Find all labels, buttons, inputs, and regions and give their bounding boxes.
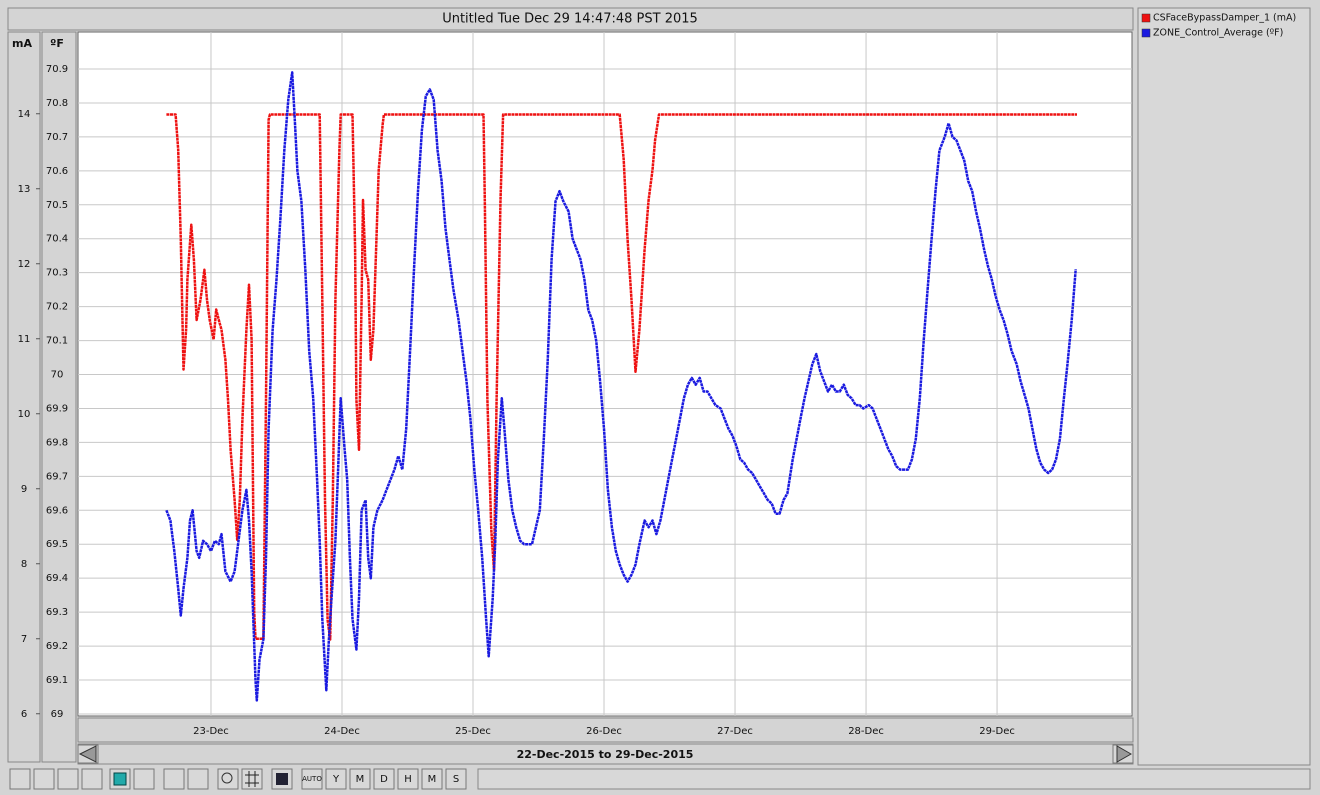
3d-icon xyxy=(113,772,127,786)
data-line xyxy=(166,113,1077,641)
y2-tick-label: 70.6 xyxy=(46,166,68,177)
range-button-label: S xyxy=(453,774,459,785)
y-tick-label: 10 xyxy=(18,409,31,420)
left-arrow-icon xyxy=(78,745,97,763)
range-button[interactable] xyxy=(349,768,371,790)
x-tick-label: 23-Dec xyxy=(193,726,229,737)
y-tick-label: 12 xyxy=(18,259,31,270)
range-button[interactable] xyxy=(397,768,419,790)
plot-area xyxy=(77,31,1133,717)
x-tick-label: 25-Dec xyxy=(455,726,491,737)
range-button[interactable] xyxy=(421,768,443,790)
chart-line-button[interactable] xyxy=(9,768,31,790)
y-tick-label: 9 xyxy=(21,484,27,495)
y-tick-label: 14 xyxy=(18,109,31,120)
y-tick-label: 8 xyxy=(21,559,27,570)
range-label: 22-Dec-2015 to 29-Dec-2015 xyxy=(517,748,694,761)
legend-panel xyxy=(1137,7,1311,766)
save-icon xyxy=(276,773,288,785)
y2-tick-label: 70.2 xyxy=(46,302,68,313)
legend-swatch xyxy=(1141,28,1151,38)
y2-tick-label: 69.5 xyxy=(46,539,68,550)
y2-axis-label: ºF xyxy=(50,37,64,50)
legend-label: ZONE_Control_Average (ºF) xyxy=(1153,28,1283,39)
chart-stack-button[interactable] xyxy=(81,768,103,790)
grid-icon xyxy=(245,771,259,787)
y-axis-label: mA xyxy=(12,37,32,50)
y2-tick-label: 69.3 xyxy=(46,607,68,618)
y2-tick-label: 69 xyxy=(51,709,64,720)
title-bar xyxy=(7,7,1134,31)
range-button[interactable] xyxy=(325,768,347,790)
style-button[interactable] xyxy=(133,768,155,790)
x-axis-panel xyxy=(77,717,1134,743)
range-button-label: M xyxy=(356,774,365,785)
y2-tick-label: 70.5 xyxy=(46,200,68,211)
paste-button[interactable] xyxy=(187,768,209,790)
y2-tick-label: 69.7 xyxy=(46,471,68,482)
range-button-label: M xyxy=(428,774,437,785)
range-button-label: H xyxy=(404,774,412,785)
right-arrow-icon xyxy=(1116,745,1133,763)
y-tick-label: 13 xyxy=(18,184,31,195)
range-button-label: D xyxy=(380,774,388,785)
zoom-button[interactable] xyxy=(217,768,239,790)
range-button[interactable] xyxy=(301,768,323,790)
y2-tick-label: 69.9 xyxy=(46,403,68,414)
y2-tick-label: 70 xyxy=(51,370,64,381)
y2-tick-label: 69.1 xyxy=(46,675,68,686)
y2-tick-label: 70.1 xyxy=(46,336,68,347)
x-tick-label: 28-Dec xyxy=(848,726,884,737)
toolbar xyxy=(0,766,1320,795)
copy-button[interactable] xyxy=(163,768,185,790)
data-line xyxy=(165,71,1077,702)
y2-tick-label: 70.4 xyxy=(46,234,68,245)
x-tick-label: 27-Dec xyxy=(717,726,753,737)
x-tick-label: 24-Dec xyxy=(324,726,360,737)
y2-tick-label: 70.7 xyxy=(46,132,68,143)
y-tick-label: 6 xyxy=(21,709,27,720)
y-tick-label: 7 xyxy=(21,634,27,645)
legend-swatch xyxy=(1141,13,1151,23)
chart-title: Untitled Tue Dec 29 14:47:48 PST 2015 xyxy=(442,12,698,27)
grid-button[interactable] xyxy=(241,768,263,790)
range-button[interactable] xyxy=(445,768,467,790)
y2-axis-panel xyxy=(41,31,77,763)
y2-tick-label: 69.4 xyxy=(46,573,68,584)
y2-tick-label: 69.6 xyxy=(46,505,68,516)
chart-area-button[interactable] xyxy=(33,768,55,790)
y2-tick-label: 69.2 xyxy=(46,641,68,652)
y2-tick-label: 70.8 xyxy=(46,98,68,109)
y2-tick-label: 70.9 xyxy=(46,64,68,75)
legend-label: CSFaceBypassDamper_1 (mA) xyxy=(1153,13,1296,24)
y2-tick-label: 69.8 xyxy=(46,437,68,448)
status-field xyxy=(477,768,1311,790)
zoom-icon xyxy=(221,772,233,784)
x-tick-label: 26-Dec xyxy=(586,726,622,737)
y-tick-label: 11 xyxy=(18,334,31,345)
y-axis-panel xyxy=(7,31,41,763)
range-button-label: Y xyxy=(332,774,340,785)
range-button[interactable] xyxy=(373,768,395,790)
y2-tick-label: 70.3 xyxy=(46,268,68,279)
range-button-label: AUTO xyxy=(302,775,322,783)
chart-bar-button[interactable] xyxy=(57,768,79,790)
x-tick-label: 29-Dec xyxy=(979,726,1015,737)
